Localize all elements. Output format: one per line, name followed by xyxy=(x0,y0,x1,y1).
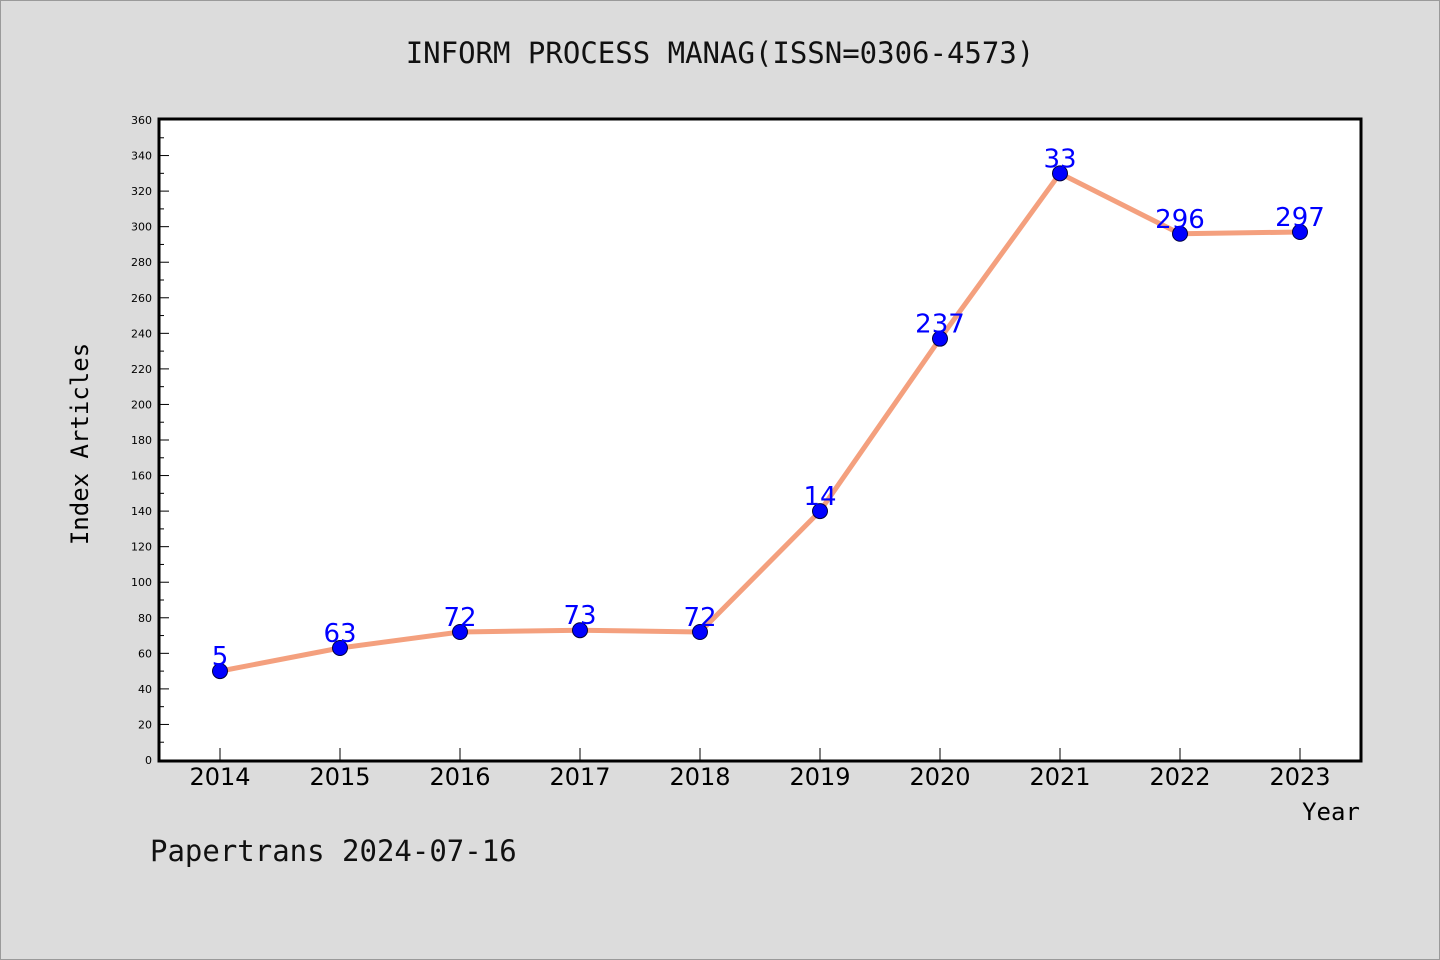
y-tick-label: 200 xyxy=(131,398,152,411)
x-tick-label: 2018 xyxy=(669,763,730,791)
data-label: 72 xyxy=(443,603,476,633)
data-point xyxy=(692,624,708,640)
y-tick-label: 160 xyxy=(131,470,152,483)
y-tick-label: 60 xyxy=(138,647,152,660)
data-point xyxy=(212,663,228,680)
y-tick-label: 340 xyxy=(131,150,152,163)
y-tick-label: 20 xyxy=(138,718,152,731)
y-tick-label: 180 xyxy=(131,434,152,447)
x-tick-label: 2021 xyxy=(1029,763,1090,791)
footer-source-date: Papertrans 2024-07-16 xyxy=(150,834,517,868)
y-tick-label: 140 xyxy=(131,505,152,518)
data-point xyxy=(1052,165,1068,182)
data-point xyxy=(332,640,348,656)
y-axis: 0 20 40 60 80 100 120 140 160 180 200 220 240 260 280 3… xyxy=(131,114,169,767)
data-label: 72 xyxy=(683,603,716,633)
data-point xyxy=(1172,225,1188,242)
x-tick-label: 2016 xyxy=(429,763,490,791)
data-point xyxy=(932,330,948,347)
data-label: 63 xyxy=(323,619,356,649)
y-tick-label: 300 xyxy=(131,221,152,234)
y-tick-label: 280 xyxy=(131,256,152,269)
data-label: 33 xyxy=(1043,144,1076,174)
data-point xyxy=(572,622,588,639)
data-label: 297 xyxy=(1275,203,1325,233)
x-tick-label: 2014 xyxy=(189,763,250,791)
chart-title: INFORM PROCESS MANAG(ISSN=0306-4573) xyxy=(405,36,1035,70)
y-tick-label: 360 xyxy=(131,114,152,127)
y-tick-label: 220 xyxy=(131,363,152,376)
x-tick-label: 2017 xyxy=(549,763,610,791)
data-point xyxy=(812,503,828,520)
x-tick-label: 2023 xyxy=(1269,763,1330,791)
data-point xyxy=(1292,224,1308,240)
series-markers xyxy=(212,165,1308,680)
x-axis: 2014 2015 2016 2017 2018 2019 2020 2021 2022 2023 xyxy=(189,748,1331,791)
y-tick-label: 80 xyxy=(138,612,152,625)
data-label: 73 xyxy=(563,601,596,631)
data-label: 14 xyxy=(803,482,836,512)
y-tick-label: 40 xyxy=(138,683,152,696)
data-label: 296 xyxy=(1155,205,1205,235)
x-axis-title: Year xyxy=(1302,798,1360,826)
y-tick-label: 260 xyxy=(131,292,152,305)
x-tick-label: 2022 xyxy=(1149,763,1210,791)
x-tick-label: 2015 xyxy=(309,763,370,791)
x-tick-label: 2019 xyxy=(789,763,850,791)
data-label: 237 xyxy=(915,310,965,340)
y-tick-label: 100 xyxy=(131,576,152,589)
y-tick-label: 0 xyxy=(145,754,152,767)
series-line xyxy=(219,170,1301,674)
y-axis-title: Index Articles xyxy=(66,343,94,545)
y-tick-label: 320 xyxy=(131,185,152,198)
y-tick-label: 120 xyxy=(131,541,152,554)
data-point xyxy=(452,624,468,640)
x-tick-label: 2020 xyxy=(909,763,970,791)
data-labels: 5 63 72 73 72 14 237 33 296 297 xyxy=(212,144,1325,672)
y-tick-label: 240 xyxy=(131,327,152,340)
data-label: 5 xyxy=(212,642,229,672)
